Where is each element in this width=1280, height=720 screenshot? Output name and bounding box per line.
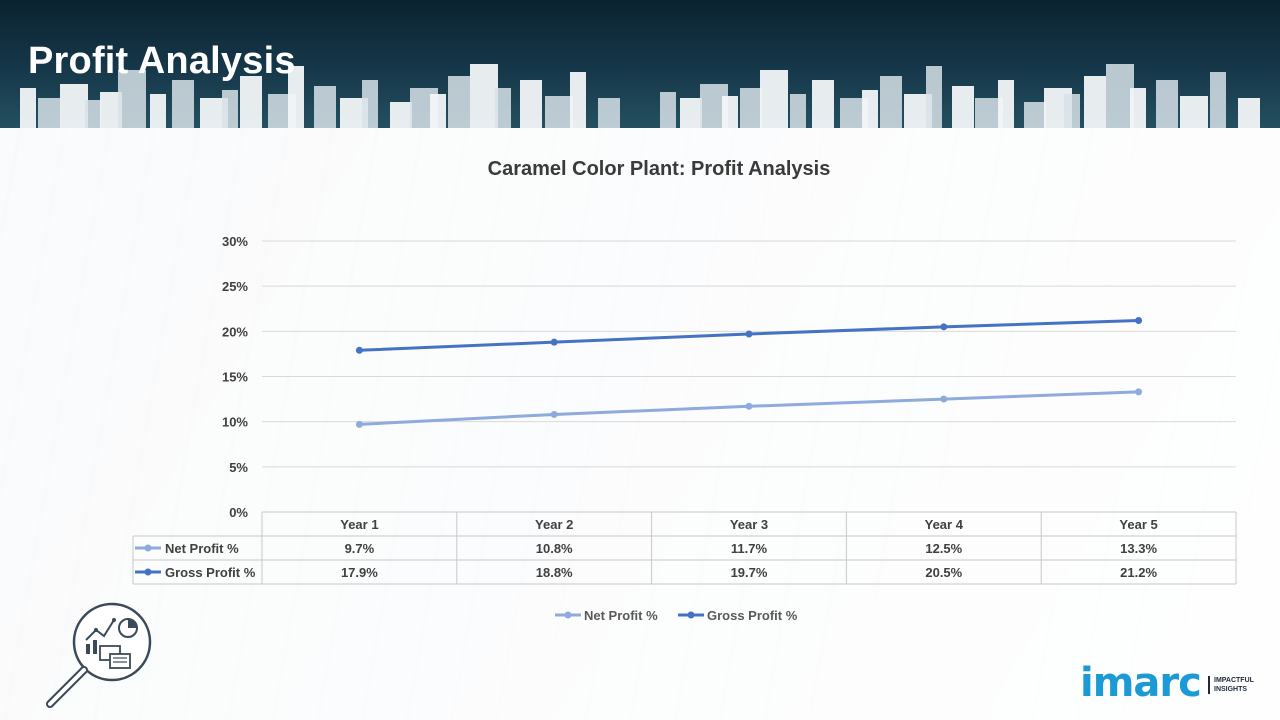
data-point (745, 402, 753, 410)
y-tick-label: 20% (222, 324, 248, 339)
data-point (1135, 316, 1143, 324)
skyline-building (740, 88, 762, 128)
data-label: 20.5% (925, 565, 962, 580)
skyline-building (1210, 72, 1226, 128)
y-tick-label: 5% (229, 460, 248, 475)
skyline-building (680, 98, 702, 128)
data-label: 10.8% (536, 541, 573, 556)
data-point (355, 420, 363, 428)
y-tick-label: 15% (222, 370, 248, 385)
profit-line-chart: 0% 5% 10% 15% 20% 25% 30% Year 1 Year 2 Year 3 Yea… (132, 234, 1237, 623)
skyline-building (1084, 76, 1106, 128)
legend-label: Gross Profit % (707, 608, 798, 623)
x-category-label: Year 5 (1119, 517, 1157, 532)
skyline-building (660, 92, 676, 128)
skyline-building (1106, 64, 1134, 128)
skyline-building (314, 86, 336, 128)
logo-tagline-line1: IMPACTFUL (1214, 677, 1254, 684)
skyline-building (288, 66, 304, 128)
skyline-building (862, 90, 878, 128)
skyline-building (1064, 94, 1080, 128)
skyline-building (880, 76, 902, 128)
skyline-building (430, 94, 446, 128)
y-tick-label: 10% (222, 415, 248, 430)
skyline-building (790, 94, 806, 128)
skyline-building (1180, 96, 1208, 128)
data-point (550, 338, 558, 346)
x-category-label: Year 1 (340, 517, 378, 532)
data-label: 17.9% (341, 565, 378, 580)
header-banner: Profit Analysis (0, 0, 1280, 128)
skyline-building (470, 64, 498, 128)
skyline-building (240, 76, 262, 128)
skyline-building (60, 84, 88, 128)
skyline-building (150, 94, 166, 128)
skyline-building (926, 66, 942, 128)
data-label: 9.7% (345, 541, 375, 556)
skyline-building (222, 90, 238, 128)
x-category-label: Year 3 (730, 517, 768, 532)
x-category-label: Year 4 (925, 517, 964, 532)
skyline-building (952, 86, 974, 128)
data-label: 21.2% (1120, 565, 1157, 580)
y-tick-label: 0% (229, 505, 248, 520)
skyline-building (1130, 88, 1146, 128)
logo-text: imarc (1080, 660, 1202, 706)
skyline-building (998, 80, 1014, 128)
table-legend-key-marker (144, 544, 152, 552)
skyline-building (172, 80, 194, 128)
data-label: 11.7% (731, 541, 768, 556)
y-tick-label: 25% (222, 279, 248, 294)
data-label: 13.3% (1120, 541, 1157, 556)
city-skyline-graphic (20, 64, 1260, 128)
data-point (940, 395, 948, 403)
legend-key-marker (564, 611, 572, 619)
skyline-building (570, 72, 586, 128)
skyline-building (760, 70, 788, 128)
legend-label: Net Profit % (584, 608, 658, 623)
skyline-building (448, 76, 470, 128)
skyline-building (1024, 102, 1046, 128)
skyline-building (362, 80, 378, 128)
skyline-building (85, 100, 101, 128)
legend-key-marker (687, 611, 695, 619)
table-legend-key-marker (144, 568, 152, 576)
data-point (355, 346, 363, 354)
logo-tagline: IMPACTFUL INSIGHTS (1208, 676, 1270, 694)
skyline-building (38, 98, 60, 128)
imarc-logo: imarc IMPACTFUL INSIGHTS (1080, 660, 1270, 710)
skyline-building (20, 88, 36, 128)
chart-title: Caramel Color Plant: Profit Analysis (487, 158, 831, 180)
skyline-building (812, 80, 834, 128)
x-category-label: Year 2 (535, 517, 573, 532)
y-tick-label: 30% (222, 234, 248, 249)
skyline-building (390, 102, 412, 128)
table-series-label: Gross Profit % (165, 565, 256, 580)
skyline-building (722, 96, 738, 128)
data-point (1135, 388, 1143, 396)
skyline-building (1156, 80, 1178, 128)
skyline-building (520, 80, 542, 128)
data-label: 18.8% (536, 565, 573, 580)
data-label: 19.7% (731, 565, 768, 580)
logo-tagline-line2: INSIGHTS (1214, 686, 1248, 693)
data-point (745, 330, 753, 338)
skyline-building (495, 88, 511, 128)
skyline-building (545, 96, 573, 128)
magnifier-chart-icon (46, 602, 152, 708)
data-point (550, 410, 558, 418)
page-title: Profit Analysis (28, 40, 296, 82)
skyline-building (118, 70, 146, 128)
data-point (940, 323, 948, 331)
skyline-building (598, 98, 620, 128)
data-label: 12.5% (925, 541, 962, 556)
skyline-building (1238, 98, 1260, 128)
skyline-building (100, 92, 122, 128)
table-series-label: Net Profit % (165, 541, 239, 556)
content-panel (0, 128, 1280, 720)
